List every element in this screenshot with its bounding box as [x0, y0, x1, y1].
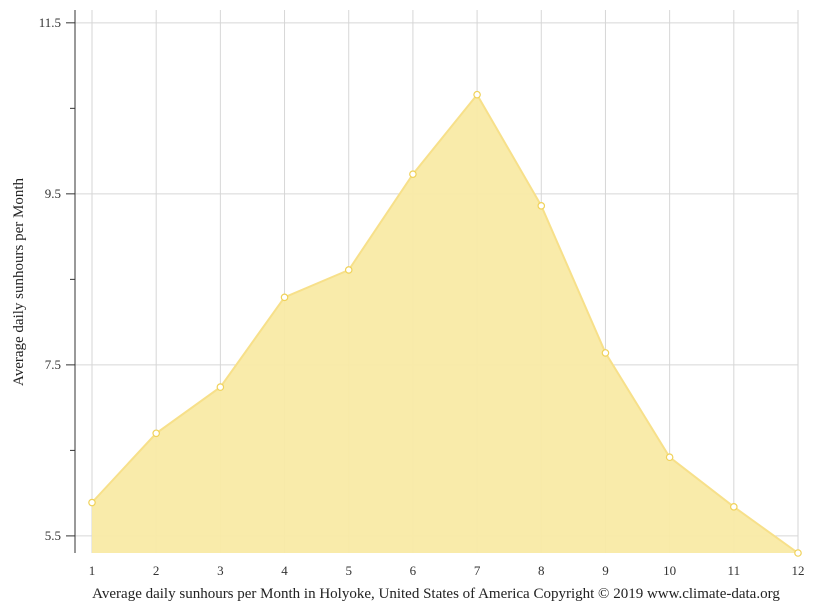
x-tick-label: 11	[728, 563, 741, 578]
data-point-1	[88, 498, 96, 507]
data-points	[88, 90, 802, 557]
x-tick-label: 10	[663, 563, 676, 578]
y-tick-label: 11.5	[39, 15, 61, 30]
y-tick-label: 7.5	[45, 357, 61, 372]
tick-labels: 5.57.59.511.51 2 3 4 5 6 7 8 9 10 11 12	[39, 15, 805, 578]
data-point-9	[601, 349, 610, 357]
y-tick-label: 9.5	[45, 186, 61, 201]
x-tick-label: 7	[474, 563, 481, 578]
area-fill	[92, 94, 798, 553]
data-point-12	[794, 549, 802, 557]
axes	[66, 10, 76, 553]
data-point-11	[730, 503, 738, 511]
data-point-10	[665, 453, 674, 462]
x-tick-label: 9	[602, 563, 609, 578]
data-point-7	[473, 90, 481, 99]
y-tick-label: 5.5	[45, 528, 61, 543]
area-layer	[91, 92, 799, 554]
x-tick-label: 2	[153, 563, 160, 578]
data-point-6	[409, 170, 417, 178]
data-point-8	[537, 202, 546, 210]
x-tick-label: 4	[281, 563, 288, 578]
data-point-2	[152, 429, 160, 438]
y-axis-title: Average daily sunhours per Month	[11, 178, 27, 387]
x-tick-label: 8	[538, 563, 545, 578]
data-point-4	[280, 293, 289, 302]
series-line	[91, 92, 799, 554]
data-point-3	[216, 383, 225, 391]
data-point-5	[344, 266, 353, 274]
x-tick-label: 6	[410, 563, 417, 578]
x-tick-label: 5	[345, 563, 352, 578]
x-tick-label: 1	[89, 563, 96, 578]
x-tick-label: 3	[217, 563, 224, 578]
x-tick-label: 12	[792, 563, 805, 578]
x-axis-caption: Average daily sunhours per Month in Holy…	[92, 586, 780, 602]
